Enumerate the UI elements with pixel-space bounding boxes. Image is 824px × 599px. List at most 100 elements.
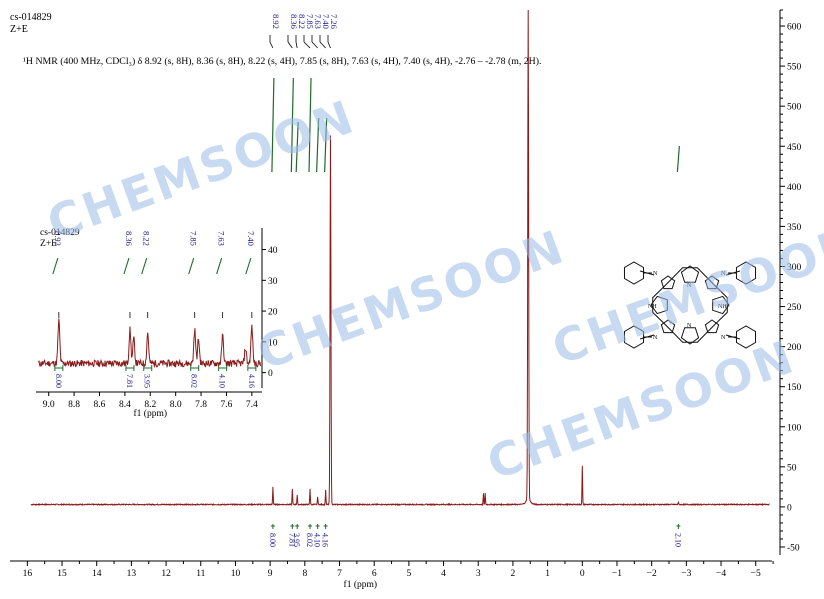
inset-x-tick-label: 7.6 [221,400,233,410]
inset-x-tick-label: 7.4 [246,400,258,410]
inset-peak-label: 8.22 [142,231,152,246]
inset-integral-curve [123,257,130,275]
inset-integral-label: 4.10 [218,374,227,388]
inset-peak-label: 7.40 [246,231,256,246]
peak-label: 8.22 [297,14,307,29]
inset-peak-label: 7.63 [217,231,227,246]
n-atom-label: N [653,271,658,277]
y-tick-label: 450 [787,143,802,153]
phenyl-ring [735,325,757,349]
spectrum-line [30,9,770,507]
integral-curve [676,145,680,173]
integral-label: 4.10 [313,533,322,547]
inset-integral-curve [216,257,223,275]
integral-label: 4.16 [321,533,330,547]
x-tick-label: −4 [716,569,726,579]
peak-label-connector [327,41,331,49]
inset-x-tick-label: 9.0 [43,400,55,410]
integral-label: 2.10 [673,533,682,547]
peak-label: 7.26 [329,14,339,29]
phenyl-ring [735,261,757,285]
y-tick-label: -50 [787,543,800,553]
inset-integral-curve [141,257,148,275]
y-tick-label: 150 [787,383,802,393]
sample-id: cs-014829 [10,12,52,23]
x-tick-label: 0 [580,569,585,579]
x-tick-label: 14 [92,569,102,579]
inset-y-tick-label: 40 [268,246,278,256]
peak-label: 7.63 [313,14,323,29]
y-tick-label: 50 [787,463,797,473]
integral-curve [290,77,294,173]
isomer-label: Z+E [10,24,28,35]
integral-label: 8.00 [268,533,277,547]
n-atom-label: N [653,335,658,341]
phenyl-ring [623,261,645,285]
x-axis-title: f1 (ppm) [344,579,378,590]
n-atom-label: N [721,335,726,341]
main-chart: -500501001502002503003504004505005506001… [10,9,802,590]
x-tick-label: 6 [372,569,377,579]
integral-label: 7.81 [287,533,296,547]
porphyrin-structure-image: NH NH N N N N N N [623,261,757,349]
y-tick-label: 600 [787,23,802,33]
imidazole-ring [660,275,676,290]
peak-label-connector [287,41,293,49]
integral-curve [295,121,299,173]
peak-label: 7.85 [305,14,315,29]
peak-label-connector [295,41,298,49]
x-tick-label: −2 [647,569,657,579]
inset-x-tick-label: 8.8 [68,400,80,410]
inset-spectrum-line [38,318,261,369]
macrocycle-ring [652,267,728,343]
inset-integral-label: 3.95 [143,374,152,388]
inset-x-tick-label: 8.6 [94,400,106,410]
inset-integral-label: 7.81 [125,374,134,388]
nh-label: NH [648,304,657,310]
inset-y-tick-label: 20 [268,308,278,318]
watermark-text: CHEMSOON [250,219,572,380]
nh-label: NH [718,304,727,310]
inset-y-tick-label: 0 [268,369,273,379]
x-tick-label: 3 [476,569,481,579]
y-tick-label: 400 [787,183,802,193]
inset-integral-label: 4.16 [247,374,256,388]
inset-integral-curve [188,257,195,275]
inset-x-tick-label: 8.0 [170,400,182,410]
pyrrole-ring [712,295,730,315]
phenyl-ring [623,325,645,349]
x-tick-label: −3 [681,569,691,579]
x-tick-label: 9 [268,569,273,579]
inset-integral-curve [52,257,59,275]
inset-integral-label: 8.00 [54,374,63,388]
inset-x-tick-label: 7.8 [195,400,207,410]
inset-sample-id: cs-014829 [40,228,80,238]
n-label: N [687,323,692,329]
y-tick-label: 250 [787,303,802,313]
peak-label: 7.40 [321,14,331,29]
peak-label-connector [319,41,326,49]
inset-isomer-label: Z+E [40,239,57,249]
inset-integral-label: 8.02 [190,374,199,388]
integral-curve [324,117,328,173]
pyrrole-ring [650,295,668,315]
x-tick-label: 10 [231,569,241,579]
y-tick-label: 0 [787,503,792,513]
x-tick-label: 11 [196,569,205,579]
x-tick-label: −5 [751,569,761,579]
integral-curve [308,77,312,173]
inset-y-tick-label: 30 [268,277,278,287]
peak-label: 8.92 [271,14,281,29]
x-tick-label: 16 [23,569,33,579]
y-tick-label: 200 [787,343,802,353]
y-tick-label: 300 [787,263,802,273]
x-tick-label: 12 [161,569,171,579]
x-tick-label: −1 [612,569,622,579]
x-tick-label: 8 [302,569,307,579]
imidazole-ring [704,319,720,334]
inset-integral-curve [245,257,252,275]
pyrrole-ring [680,265,700,283]
integral-curve [316,117,320,173]
imidazole-ring [660,319,676,334]
